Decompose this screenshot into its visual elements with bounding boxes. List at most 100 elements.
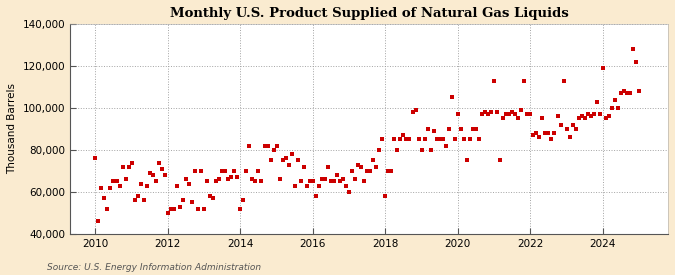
Point <box>220 169 231 173</box>
Point <box>622 91 632 95</box>
Point <box>229 169 240 173</box>
Point <box>485 110 496 114</box>
Point <box>111 179 122 184</box>
Point <box>374 148 385 152</box>
Point <box>96 186 107 190</box>
Point <box>241 169 252 173</box>
Point <box>501 112 512 116</box>
Point <box>304 179 315 184</box>
Point <box>404 137 415 142</box>
Point <box>353 163 364 167</box>
Point <box>223 177 234 182</box>
Point <box>380 194 391 198</box>
Point <box>211 179 221 184</box>
Point <box>184 181 194 186</box>
Point <box>364 169 375 173</box>
Point <box>534 135 545 139</box>
Point <box>413 137 424 142</box>
Point <box>202 179 213 184</box>
Point <box>371 164 381 169</box>
Point <box>157 167 167 171</box>
Point <box>250 179 261 184</box>
Point <box>464 137 475 142</box>
Point <box>634 89 645 93</box>
Point <box>93 219 104 224</box>
Point <box>344 190 354 194</box>
Point <box>489 78 500 83</box>
Point <box>564 135 575 139</box>
Point <box>446 95 457 100</box>
Point <box>546 137 557 142</box>
Point <box>190 169 200 173</box>
Point <box>392 148 403 152</box>
Y-axis label: Thousand Barrels: Thousand Barrels <box>7 83 17 174</box>
Point <box>238 198 249 202</box>
Point <box>595 112 605 116</box>
Point <box>434 137 445 142</box>
Point <box>549 131 560 135</box>
Point <box>419 137 430 142</box>
Point <box>262 144 273 148</box>
Point <box>437 137 448 142</box>
Point <box>141 183 152 188</box>
Point <box>153 160 164 165</box>
Point <box>247 177 258 182</box>
Point <box>456 127 466 131</box>
Point <box>331 173 342 177</box>
Point <box>307 179 318 184</box>
Point <box>135 181 146 186</box>
Point <box>555 123 566 127</box>
Point <box>401 137 412 142</box>
Point <box>126 160 137 165</box>
Point <box>138 198 149 202</box>
Point <box>504 112 514 116</box>
Point <box>253 169 264 173</box>
Point <box>90 156 101 161</box>
Point <box>147 173 158 177</box>
Point <box>341 183 352 188</box>
Point <box>274 177 285 182</box>
Point <box>618 89 629 93</box>
Point <box>310 194 321 198</box>
Point <box>165 207 176 211</box>
Point <box>244 144 254 148</box>
Point <box>151 179 161 184</box>
Point <box>558 78 569 83</box>
Point <box>416 148 427 152</box>
Point <box>480 110 491 114</box>
Point <box>630 59 641 64</box>
Point <box>214 177 225 182</box>
Text: Source: U.S. Energy Information Administration: Source: U.S. Energy Information Administ… <box>47 263 261 271</box>
Point <box>329 179 340 184</box>
Point <box>347 169 358 173</box>
Point <box>410 108 421 112</box>
Point <box>495 158 506 163</box>
Point <box>171 183 182 188</box>
Point <box>431 137 442 142</box>
Point <box>192 207 203 211</box>
Point <box>589 112 599 116</box>
Point <box>120 177 131 182</box>
Point <box>178 198 188 202</box>
Point <box>561 127 572 131</box>
Point <box>497 116 508 121</box>
Point <box>383 169 394 173</box>
Point <box>108 179 119 184</box>
Point <box>277 158 288 163</box>
Point <box>525 112 536 116</box>
Point <box>292 158 303 163</box>
Point <box>359 179 370 184</box>
Point <box>356 164 367 169</box>
Point <box>452 112 463 116</box>
Point <box>425 148 436 152</box>
Point <box>450 137 460 142</box>
Point <box>407 110 418 114</box>
Point <box>573 116 584 121</box>
Point <box>280 156 291 161</box>
Point <box>474 137 485 142</box>
Point <box>114 183 125 188</box>
Point <box>628 47 639 51</box>
Point <box>428 129 439 133</box>
Point <box>205 194 215 198</box>
Point <box>583 112 593 116</box>
